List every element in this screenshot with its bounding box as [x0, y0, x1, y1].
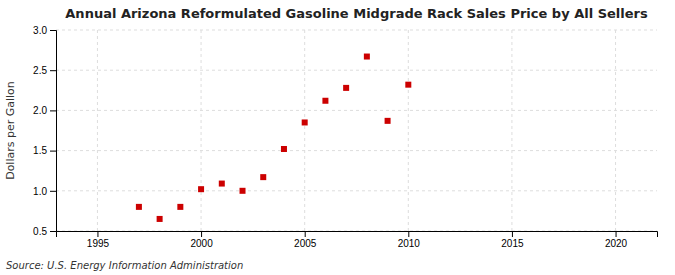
- x-tick-mark: [305, 231, 306, 237]
- y-tick: 1.0: [33, 186, 56, 197]
- point: [343, 85, 349, 91]
- x-tick: 2015: [501, 231, 524, 249]
- point: [385, 118, 391, 124]
- x-tick-mark: [97, 231, 98, 237]
- grid-line-y: [56, 190, 657, 191]
- grid-line-y: [56, 150, 657, 151]
- grid-line-x: [615, 30, 616, 231]
- point: [240, 188, 246, 194]
- y-tick-mark: [50, 110, 56, 111]
- point: [302, 119, 308, 125]
- grid-line-x: [97, 30, 98, 231]
- grid-line-y: [56, 30, 657, 31]
- plot: 1995 2000 2005 2010 2015 2020 0.5 1.0 1.5 2.0 2.5 3…: [33, 25, 657, 249]
- grid-line-x: [408, 30, 409, 231]
- x-tick-label: 2020: [605, 238, 628, 249]
- grid-line-x: [511, 30, 512, 231]
- y-tick: 3.0: [33, 25, 56, 36]
- grid-line-x: [201, 30, 202, 231]
- y-tick-label: 2.0: [33, 105, 47, 116]
- x-tick-label: 2000: [190, 238, 213, 249]
- grid-line-x: [304, 30, 305, 231]
- y-axis-title: Dollars per Gallon: [4, 81, 17, 180]
- x-axis-line: [57, 232, 658, 238]
- y-axis-line: [50, 31, 57, 232]
- grid-line-y: [56, 110, 657, 111]
- x-tick-mark: [408, 231, 409, 237]
- x-tick: 2020: [605, 231, 628, 249]
- x-tick: 2000: [190, 231, 213, 249]
- x-tick: 2005: [294, 231, 317, 249]
- y-tick-label: 2.5: [33, 65, 47, 76]
- y-tick: 1.5: [33, 145, 56, 156]
- grid: [56, 30, 657, 231]
- point: [260, 174, 266, 180]
- y-tick-mark: [50, 191, 56, 192]
- point: [281, 146, 287, 152]
- y-tick-label: 1.0: [33, 186, 47, 197]
- point: [322, 98, 328, 104]
- point: [136, 204, 142, 210]
- source-note: Source: U.S. Energy Information Administ…: [6, 260, 243, 271]
- y-tick-mark: [50, 151, 56, 152]
- x-tick: 1995: [87, 231, 110, 249]
- y-tick-label: 0.5: [33, 226, 47, 237]
- x-tick-mark: [616, 231, 617, 237]
- y-tick-mark: [50, 231, 56, 232]
- y-tick: 2.0: [33, 105, 56, 116]
- x-tick-label: 2005: [294, 238, 317, 249]
- chart: 1995 2000 2005 2010 2015 2020 0.5 1.0 1.5 2.0 2.5 3…: [0, 0, 675, 275]
- x-tick-mark: [201, 231, 202, 237]
- x-tick-label: 1995: [87, 238, 110, 249]
- y-tick: 2.5: [33, 65, 56, 76]
- x-tick-label: 2015: [501, 238, 524, 249]
- y-tick: 0.5: [33, 226, 56, 237]
- points: [136, 54, 411, 222]
- point: [157, 216, 163, 222]
- y-tick-label: 1.5: [33, 145, 47, 156]
- point: [364, 54, 370, 60]
- x-axis: 1995 2000 2005 2010 2015 2020: [57, 231, 658, 249]
- x-tick-mark: [512, 231, 513, 237]
- y-axis: 0.5 1.0 1.5 2.0 2.5 3.0: [33, 25, 56, 237]
- grid-line-y: [56, 70, 657, 71]
- y-tick-mark: [50, 30, 56, 31]
- point: [405, 82, 411, 88]
- x-tick-label: 2010: [398, 238, 421, 249]
- y-tick-label: 3.0: [33, 25, 47, 36]
- point: [198, 186, 204, 192]
- y-tick-mark: [50, 70, 56, 71]
- title: Annual Arizona Reformulated Gasoline Mid…: [65, 6, 648, 21]
- point: [219, 181, 225, 187]
- point: [177, 204, 183, 210]
- x-tick: 2010: [398, 231, 421, 249]
